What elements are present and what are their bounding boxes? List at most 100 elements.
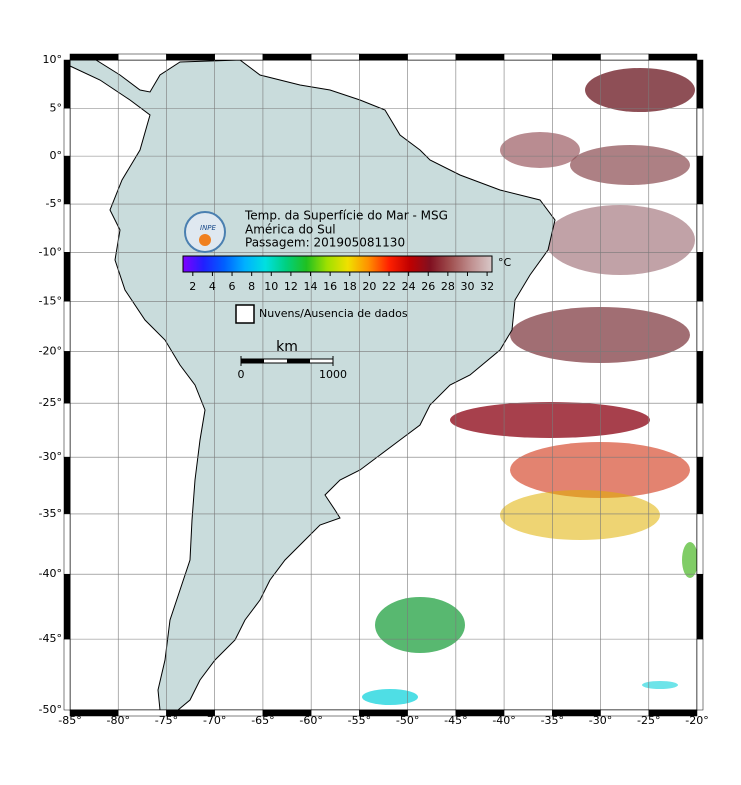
y-tick-label: -30° (39, 450, 62, 463)
colorbar-label: 8 (248, 280, 255, 293)
sst-patch (510, 442, 690, 498)
x-tick-label: -70° (203, 714, 226, 727)
colorbar-label: 26 (421, 280, 435, 293)
x-tick-label: -30° (589, 714, 612, 727)
y-tick-label: 10° (43, 53, 63, 66)
logo-text: INPE (200, 224, 217, 232)
logo-circle (184, 211, 226, 253)
frame-band (696, 203, 704, 253)
colorbar-label: 30 (460, 280, 474, 293)
colorbar-label: 14 (304, 280, 318, 293)
colorbar (182, 255, 493, 273)
y-tick-label: -5° (46, 197, 62, 210)
frame-band (696, 573, 704, 640)
frame-band (214, 53, 264, 61)
y-tick-label: -45° (39, 632, 62, 645)
pass-time: Passagem: 201905081130 (245, 236, 405, 250)
y-tick-label: -20° (39, 344, 62, 357)
scalebar-segment (241, 359, 264, 363)
frame-band (696, 402, 704, 458)
logo-dot (199, 234, 211, 246)
frame-band (63, 108, 71, 157)
colorbar-label: 10 (264, 280, 278, 293)
frame-band (503, 53, 553, 61)
frame-band (552, 53, 601, 61)
y-tick-label: -35° (39, 507, 62, 520)
frame-band (696, 59, 704, 109)
sst-patch (545, 205, 695, 275)
colorbar-label: 24 (402, 280, 416, 293)
x-tick-label: -75° (155, 714, 178, 727)
y-tick-label: -50° (39, 703, 62, 716)
sst-patch (642, 681, 678, 689)
frame-band (455, 53, 505, 61)
x-tick-label: -20° (685, 714, 708, 727)
frame-band (696, 155, 704, 205)
scalebar-unit: km (276, 339, 298, 355)
frame-band (648, 709, 698, 717)
x-tick-label: -80° (106, 714, 129, 727)
y-tick-label: 0° (50, 149, 63, 162)
frame-band (696, 638, 704, 711)
colorbar-label: 28 (441, 280, 455, 293)
colorbar-unit: °C (498, 256, 512, 269)
x-tick-label: -40° (492, 714, 515, 727)
continent (69, 59, 556, 711)
y-tick-label: 5° (50, 101, 63, 114)
y-tick-label: -25° (39, 396, 62, 409)
frame-band (63, 456, 71, 515)
frame-band (63, 203, 71, 253)
sst-patch (375, 597, 465, 653)
frame-band (63, 402, 71, 458)
sst-patch (500, 490, 660, 540)
frame-band (63, 638, 71, 711)
sst-patches (362, 68, 698, 705)
sst-patch (362, 689, 418, 705)
scalebar-label: 1000 (319, 368, 347, 381)
frame-band (696, 456, 704, 515)
frame-band (600, 53, 650, 61)
y-tick-label: -40° (39, 567, 62, 580)
x-tick-label: -50° (396, 714, 419, 727)
frame-band (63, 301, 71, 352)
x-tick-label: -25° (637, 714, 660, 727)
logo: INPE (184, 211, 226, 253)
x-tick-label: -65° (251, 714, 274, 727)
sst-patch (510, 307, 690, 363)
frame-band (696, 252, 704, 302)
colorbar-label: 4 (209, 280, 216, 293)
frame-band (166, 53, 215, 61)
x-tick-label: -85° (58, 714, 81, 727)
x-tick-label: -35° (541, 714, 564, 727)
colorbar-label: 18 (343, 280, 357, 293)
frame-band (69, 53, 119, 61)
colorbar-label: 16 (323, 280, 337, 293)
frame-band (63, 573, 71, 640)
y-tick-label: -15° (39, 294, 62, 307)
x-tick-label: -55° (348, 714, 371, 727)
colorbar-label: 12 (284, 280, 298, 293)
frame-band (117, 53, 167, 61)
sst-patch (450, 402, 650, 438)
y-tick-label: -10° (39, 245, 62, 258)
colorbar-label: 20 (362, 280, 376, 293)
frame-band (696, 108, 704, 157)
frame-band (696, 301, 704, 352)
legend-label: Nuvens/Ausencia de dados (259, 307, 408, 320)
frame-band (262, 53, 312, 61)
frame-band (63, 59, 71, 109)
frame-band (359, 53, 408, 61)
frame-band (63, 351, 71, 404)
colorbar-label: 2 (189, 280, 196, 293)
frame-band (63, 513, 71, 575)
legend-swatch (235, 304, 255, 324)
sst-patch (570, 145, 690, 185)
frame-band (63, 155, 71, 205)
frame-band (310, 53, 360, 61)
colorbar-label: 32 (480, 280, 494, 293)
sst-patch (682, 542, 698, 578)
scalebar-label: 0 (238, 368, 245, 381)
subtitle: América do Sul (245, 223, 336, 237)
sst-patch (585, 68, 695, 112)
